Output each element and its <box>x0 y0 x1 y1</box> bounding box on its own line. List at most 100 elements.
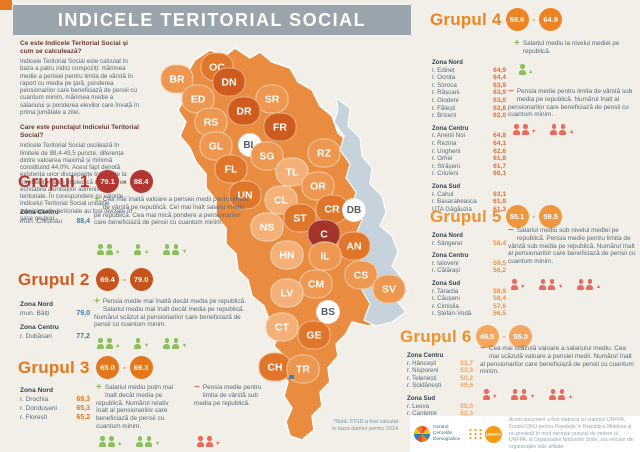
map-district: BR <box>160 64 194 94</box>
zone-row: r. Cantemir 52,3 <box>407 410 473 418</box>
district-code: CM <box>307 278 325 290</box>
ccd-name: Centrul Cercetări Demografice <box>433 425 461 442</box>
people-down-icon: ▼ <box>196 436 220 447</box>
zone-label: Zona Nord <box>432 59 463 66</box>
zone-row: r. Orhei 61,8 <box>432 155 506 163</box>
zone-row: Zona Sud <box>432 183 506 191</box>
zone-label: r. Soroca <box>432 81 457 89</box>
zone-label: r. Șoldănești <box>407 382 442 390</box>
zone-label: Zona Nord <box>20 301 53 308</box>
zone-row: Zona Centru <box>432 125 506 133</box>
group-4-pros-text: Salariul mediu la nivelul mediei pe repu… <box>522 40 620 55</box>
group-3-cons: − Pensia medie pentru limita de vârstă s… <box>194 383 264 407</box>
zone-value: 69,3 <box>76 396 90 403</box>
zone-value: 77,2 <box>76 333 90 340</box>
zone-value: 63,9 <box>493 89 506 97</box>
intro-paragraph-1: Indicele Teritorial Social este calculat… <box>20 58 140 116</box>
group-2-pros: + Pensia medie mai înaltă decât media pe… <box>94 297 252 329</box>
map-district: HN <box>270 240 304 270</box>
zone-label: r. Cahul <box>432 190 454 198</box>
group-1-header: Grupul 1 79.1 - 88.4 <box>18 170 250 193</box>
zone-row: r. Cahul 63,1 <box>432 191 506 199</box>
zone-row: UTA Găgăuzia 61,3 <box>432 206 506 214</box>
zone-row: mun. Chișinău 88,4 <box>20 217 90 226</box>
group-2-pros-text: Pensia medie mai înaltă decât media pe r… <box>94 298 247 329</box>
zone-label: Zona Centru <box>432 252 469 260</box>
zone-label: r. Hâncești <box>407 359 437 367</box>
unfpa-circle-icon: UNFPA <box>485 425 502 443</box>
intro-question-1: Ce este Indicele Teritorial Social și cu… <box>20 40 128 55</box>
zone-value: 58,4 <box>493 239 506 247</box>
group-5-zones: Zona Nord r. Sângerei 58,4 Zona Centru r… <box>432 227 506 318</box>
group-6-header: Grupul 6 49.5 - 55.0 <box>400 325 638 348</box>
zone-row: mun. Bălți 79,0 <box>20 309 90 318</box>
zone-row: r. Cimișlia 57,6 <box>432 303 506 311</box>
range-dash: - <box>123 363 126 372</box>
zone-row: r. Sângerei 58,4 <box>432 240 506 248</box>
corner-accent <box>0 0 12 10</box>
zone-value: 64,8 <box>493 132 506 140</box>
people-up-icon: ▲ <box>96 244 120 255</box>
group-5-cons-text: Salariul mediu sub nivelul mediei pe rep… <box>508 227 636 266</box>
zone-value: 62,6 <box>493 147 506 155</box>
group-6-max-badge: 55.0 <box>509 325 533 348</box>
zone-row: r. Drochia 69,3 <box>20 395 90 404</box>
footer-bar: Centrul Cercetări Demografice UNFPA Aces… <box>410 416 640 452</box>
group-3-min-badge: 65.0 <box>96 356 119 379</box>
zone-label: r. Briceni <box>432 112 457 120</box>
group-3-header: Grupul 3 65.0 - 69.3 <box>18 356 268 379</box>
zone-label: r. Cimișlia <box>432 302 459 310</box>
map-district: IL <box>308 241 342 271</box>
zone-row: Zona Centru <box>432 252 506 260</box>
zone-label: r. Dubăsari <box>20 333 52 340</box>
map-district: AN <box>337 231 371 261</box>
zone-label: r. Orhei <box>432 155 453 163</box>
zone-label: r. Ungheni <box>432 147 461 155</box>
map-district: DR <box>227 96 261 126</box>
zone-label: r. Leova <box>407 402 430 410</box>
group-6-cons: − Cea mai scăzută valoare a salariului m… <box>480 344 636 376</box>
zone-row: r. Ocnița 64,4 <box>432 74 506 82</box>
district-code: HN <box>279 249 295 261</box>
zone-label: r. Rezina <box>432 139 457 147</box>
group-3-zones: Zona Nord r. Drochia 69,3 r. Dondușeni 6… <box>20 381 90 422</box>
zone-label: r. Telenești <box>407 374 437 382</box>
intro-question-2: Care este punctajul Indicelui Teritorial… <box>20 124 139 139</box>
people-up-icon: ▲ <box>550 124 574 135</box>
map-district: SR <box>255 84 289 114</box>
district-code: TR <box>296 363 310 375</box>
people-down-icon: ▼ <box>539 279 563 290</box>
zone-label: r. Ștefan-Vodă <box>432 310 472 318</box>
people-down-icon: ▼ <box>512 124 536 135</box>
zone-label: r. Edineț <box>432 66 455 74</box>
group-2-section: Grupul 2 69.4 - 79.0 Zona Nord mun. Bălț… <box>18 268 250 354</box>
zone-row: r. Glodeni 63,0 <box>432 97 506 105</box>
zone-label: r. Căușeni <box>432 295 460 303</box>
title-bar: INDICELE TERITORIAL SOCIAL <box>13 5 411 35</box>
group-4-title: Grupul 4 <box>430 9 502 29</box>
transnistria-shape <box>333 96 409 327</box>
district-code: FL <box>224 163 238 175</box>
zone-row: r. Fălești 62,8 <box>432 105 506 113</box>
zone-row: Zona Nord <box>20 300 90 309</box>
group-3-title: Grupul 3 <box>18 357 90 377</box>
person-down-icon: ▼ <box>134 338 149 349</box>
zone-label: r. Florești <box>20 414 48 421</box>
people-down-icon: ▼ <box>163 338 187 349</box>
zone-value: 52,3 <box>460 410 473 418</box>
zone-row: r. Soroca 63,9 <box>432 82 506 90</box>
district-code: ED <box>190 93 206 105</box>
plus-icon: + <box>94 194 100 205</box>
zone-label: r. Sângerei <box>432 239 462 247</box>
district-code: CR <box>324 203 340 215</box>
group-6-min-badge: 49.5 <box>475 325 499 348</box>
plus-icon: + <box>514 38 520 49</box>
zone-label: r. Strășeni <box>432 162 460 170</box>
group-1-max-badge: 88.4 <box>129 170 153 193</box>
zone-value: 64,9 <box>493 66 506 74</box>
group-2-max-badge: 79.0 <box>129 268 153 291</box>
group-5-header: Grupul 5 55.1 - 59.5 <box>430 205 638 228</box>
map-district: BS <box>316 300 340 324</box>
group-3-cons-text: Pensia medie pentru limita de vârstă sub… <box>194 384 262 407</box>
district-code: UN <box>237 189 253 201</box>
